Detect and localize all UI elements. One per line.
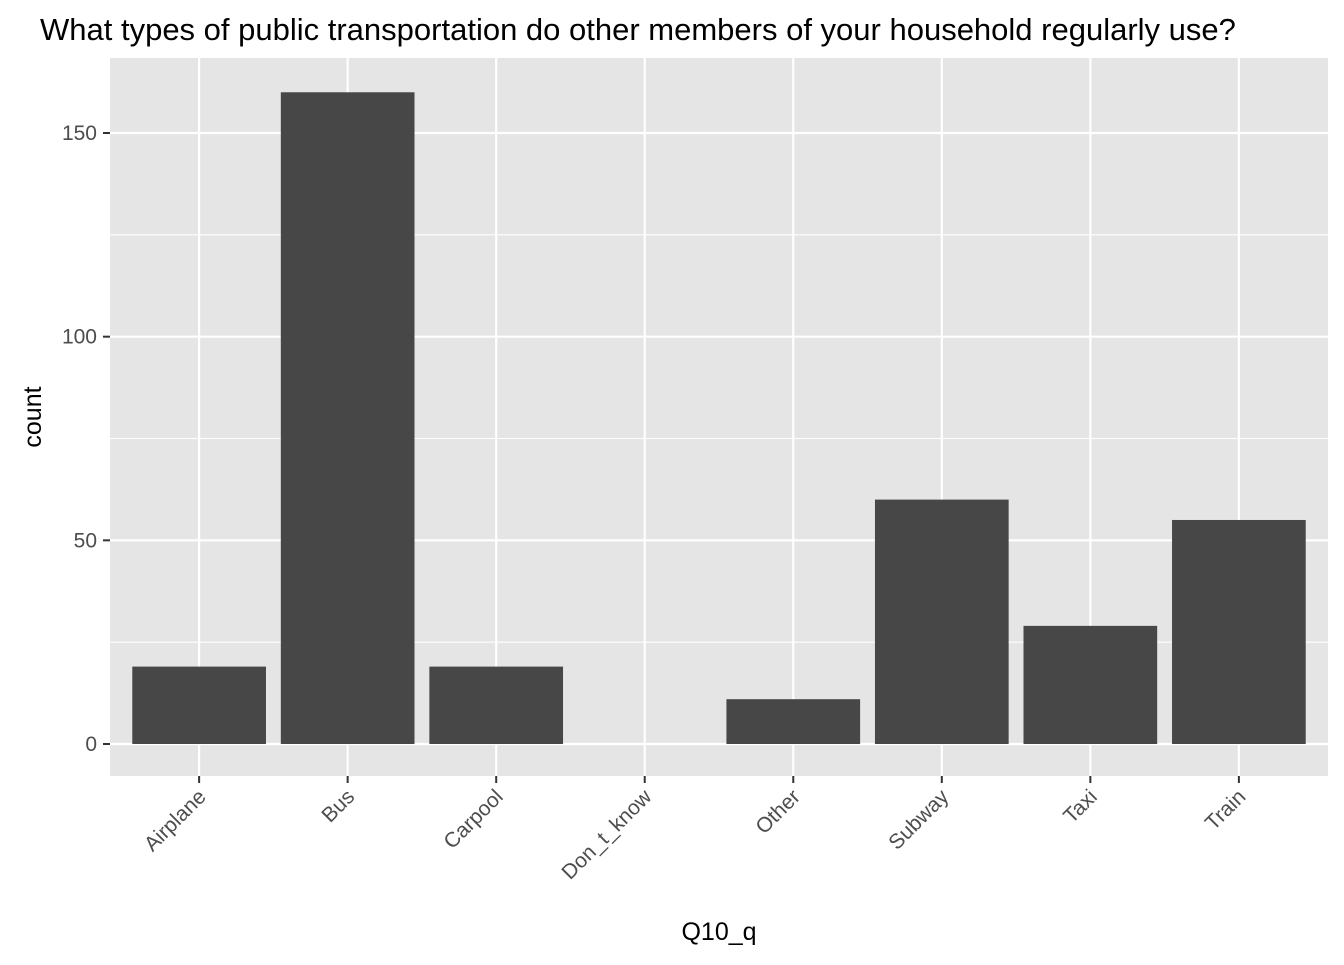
x-tick-label: Taxi [1059, 785, 1102, 828]
x-axis-title: Q10_q [681, 918, 756, 946]
bar-other [726, 699, 861, 744]
x-tick-label: Don_t_know [557, 785, 656, 884]
bar-carpool [429, 666, 564, 744]
chart-title: What types of public transportation do o… [40, 12, 1236, 47]
bar-subway [874, 499, 1009, 744]
y-tick-label: 150 [62, 122, 97, 145]
y-tick-label: 0 [85, 733, 97, 756]
bars [132, 92, 1306, 745]
y-axis-title: count [19, 386, 47, 447]
y-tick-label: 100 [62, 326, 97, 349]
x-tick-label: Airplane [140, 785, 211, 856]
bar-bus [280, 92, 415, 745]
x-tick-label: Carpool [439, 785, 507, 853]
x-tick-label: Subway [884, 785, 953, 854]
x-axis: Airplane Bus Carpool Don_t_know Other Subway T… [140, 776, 1251, 884]
y-axis: 0 50 100 150 [62, 122, 110, 756]
bar-taxi [1023, 625, 1158, 744]
bar-train [1172, 519, 1306, 744]
bar-airplane [132, 666, 266, 744]
x-tick-label: Train [1201, 785, 1251, 835]
y-tick-label: 50 [74, 529, 97, 552]
x-tick-label: Other [751, 785, 804, 838]
x-tick-label: Bus [317, 785, 359, 827]
